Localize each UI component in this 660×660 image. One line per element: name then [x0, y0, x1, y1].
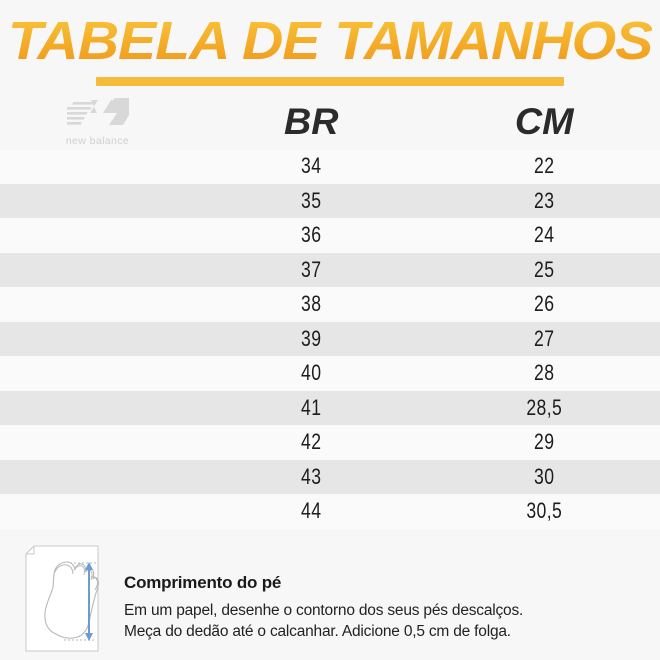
cell-cm: 22: [533, 153, 554, 179]
table-row: 44 30,5: [0, 494, 660, 529]
table-header-row: new balance BR CM: [0, 95, 660, 149]
column-header-br: BR: [283, 101, 339, 142]
title-block: TABELA DE TAMANHOS: [0, 0, 660, 86]
size-table: 34 22 35 23 36 24 37 25 38 26 39 27 40 28 41 28,5 42 29 43…: [0, 149, 660, 529]
cell-cm: 28: [533, 360, 554, 386]
table-row: 34 22: [0, 149, 660, 184]
cell-cm: 24: [533, 222, 554, 248]
cell-cm: 26: [533, 291, 554, 317]
table-row: 36 24: [0, 218, 660, 253]
cell-br: 40: [301, 360, 322, 386]
cell-br: 44: [301, 498, 322, 524]
table-row: 35 23: [0, 183, 660, 218]
brand-wordmark: new balance: [65, 135, 130, 147]
table-row: 41 28,5: [0, 390, 660, 425]
cell-br: 34: [301, 153, 322, 179]
new-balance-logo-icon: [60, 97, 129, 133]
table-row: 38 26: [0, 287, 660, 322]
table-row: 40 28: [0, 356, 660, 391]
foot-outline-on-paper-icon: [12, 541, 110, 657]
page-title: TABELA DE TAMANHOS: [7, 11, 654, 71]
cell-br: 37: [301, 256, 322, 282]
table-row: 37 25: [0, 252, 660, 287]
footer-instruction-line-2: Meça do dedão até o calcanhar. Adicione …: [124, 622, 511, 640]
cell-br: 38: [301, 291, 322, 317]
cell-cm: 23: [533, 187, 554, 213]
footer-heading: Comprimento do pé: [124, 572, 282, 592]
brand-logo: new balance: [0, 97, 195, 147]
cell-cm: 30,5: [525, 498, 562, 524]
cell-cm: 30: [533, 463, 554, 489]
cell-br: 39: [301, 325, 322, 351]
table-row: 43 30: [0, 459, 660, 494]
title-underline: [96, 77, 564, 86]
footer-text-block: Comprimento do pé Em um papel, desenhe o…: [110, 541, 523, 643]
cell-cm: 28,5: [525, 394, 562, 420]
cell-cm: 27: [533, 325, 554, 351]
cell-cm: 29: [533, 429, 554, 455]
cell-br: 41: [301, 394, 322, 420]
cell-br: 36: [301, 222, 322, 248]
footer-instruction-line-1: Em um papel, desenhe o contorno dos seus…: [124, 601, 524, 619]
cell-br: 43: [301, 463, 322, 489]
table-row: 42 29: [0, 425, 660, 460]
column-header-cm: CM: [514, 101, 574, 142]
cell-br: 42: [301, 429, 322, 455]
footer-measure-guide: Comprimento do pé Em um papel, desenhe o…: [0, 529, 660, 657]
cell-cm: 25: [533, 256, 554, 282]
table-row: 39 27: [0, 321, 660, 356]
cell-br: 35: [301, 187, 322, 213]
